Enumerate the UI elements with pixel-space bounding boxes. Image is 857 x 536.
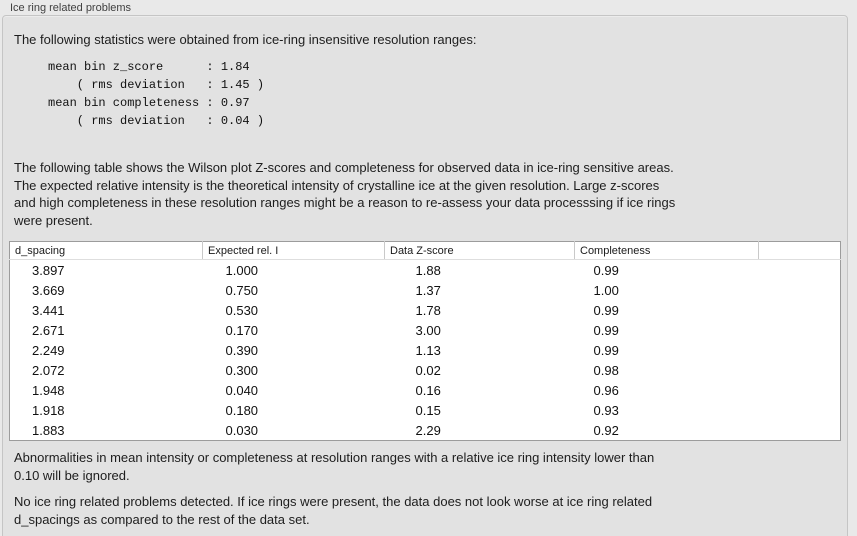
stat-completeness-rms: ( rms deviation : 0.04 ) bbox=[48, 114, 265, 128]
table-cell: 2.29 bbox=[415, 422, 441, 438]
table-row[interactable]: 3.897 1.000 1.88 0.99 bbox=[10, 260, 841, 281]
conclusion-line: d_spacings as compared to the rest of th… bbox=[14, 511, 310, 527]
table-cell: 1.78 bbox=[415, 302, 441, 318]
table-cell: 0.530 bbox=[225, 302, 259, 318]
table-cell: 2.072 bbox=[32, 362, 65, 378]
table-row[interactable]: 1.948 0.040 0.16 0.96 bbox=[10, 380, 841, 400]
ice-ring-table: d_spacing Expected rel. I Data Z-score C… bbox=[9, 241, 841, 441]
table-cell-empty bbox=[759, 360, 841, 380]
table-cell: 0.180 bbox=[225, 402, 259, 418]
table-cell: 3.897 bbox=[32, 262, 65, 278]
table-cell: 0.15 bbox=[415, 402, 441, 418]
table-cell: 1.918 bbox=[32, 402, 65, 418]
ice-ring-table-body: 3.897 1.000 1.88 0.99 3.669 0.750 1.37 1.00 3.44… bbox=[10, 260, 841, 441]
table-cell: 0.99 bbox=[593, 342, 619, 358]
table-cell: 0.030 bbox=[225, 422, 259, 438]
stats-block: mean bin z_score : 1.84 ( rms deviation … bbox=[48, 58, 264, 130]
table-cell: 1.948 bbox=[32, 382, 65, 398]
table-cell: 0.16 bbox=[415, 382, 441, 398]
table-cell: 0.750 bbox=[225, 282, 259, 298]
table-cell: 0.390 bbox=[225, 342, 259, 358]
table-cell: 0.99 bbox=[593, 302, 619, 318]
table-cell: 3.441 bbox=[32, 302, 65, 318]
description-line: The following table shows the Wilson plo… bbox=[14, 160, 674, 175]
table-cell: 0.93 bbox=[593, 402, 619, 418]
table-cell-empty bbox=[759, 340, 841, 360]
table-cell-empty bbox=[759, 380, 841, 400]
ice-ring-panel: The following statistics were obtained f… bbox=[2, 15, 848, 536]
table-cell: 1.13 bbox=[415, 342, 441, 358]
ice-ring-table-header: d_spacing Expected rel. I Data Z-score C… bbox=[9, 241, 841, 260]
threshold-note: Abnormalities in mean intensity or compl… bbox=[14, 449, 654, 484]
description-line: were present. bbox=[14, 212, 93, 228]
description-line: and high completeness in these resolutio… bbox=[14, 195, 676, 210]
table-cell: 0.96 bbox=[593, 382, 619, 398]
stat-z-score-rms: ( rms deviation : 1.45 ) bbox=[48, 78, 265, 92]
table-cell: 0.300 bbox=[225, 362, 259, 378]
table-row[interactable]: 2.072 0.300 0.02 0.98 bbox=[10, 360, 841, 380]
column-header-expected-rel-i[interactable]: Expected rel. I bbox=[202, 241, 385, 260]
table-row[interactable]: 1.918 0.180 0.15 0.93 bbox=[10, 400, 841, 420]
table-row[interactable]: 3.441 0.530 1.78 0.99 bbox=[10, 300, 841, 320]
table-cell: 1.883 bbox=[32, 422, 65, 438]
table-description: The following table shows the Wilson plo… bbox=[14, 159, 675, 229]
table-row[interactable]: 2.671 0.170 3.00 0.99 bbox=[10, 320, 841, 340]
column-header-d-spacing[interactable]: d_spacing bbox=[9, 241, 203, 260]
table-cell-empty bbox=[759, 420, 841, 441]
table-cell-empty bbox=[759, 280, 841, 300]
table-cell: 3.00 bbox=[415, 322, 441, 338]
table-cell: 0.040 bbox=[225, 382, 259, 398]
panel-title: Ice ring related problems bbox=[10, 2, 132, 14]
column-header-completeness[interactable]: Completeness bbox=[574, 241, 759, 260]
stat-mean-bin-completeness: mean bin completeness : 0.97 bbox=[48, 96, 250, 110]
description-line: The expected relative intensity is the t… bbox=[14, 177, 660, 193]
column-header-data-z-score[interactable]: Data Z-score bbox=[384, 241, 575, 260]
table-cell: 1.000 bbox=[225, 262, 259, 278]
table-cell: 1.37 bbox=[415, 282, 441, 298]
table-cell-empty bbox=[759, 320, 841, 340]
intro-line: The following statistics were obtained f… bbox=[14, 32, 477, 47]
stat-mean-bin-z-score: mean bin z_score : 1.84 bbox=[48, 60, 250, 74]
table-cell: 1.88 bbox=[415, 262, 441, 278]
intro-text: The following statistics were obtained f… bbox=[14, 31, 476, 49]
table-cell: 2.249 bbox=[32, 342, 65, 358]
table-row[interactable]: 1.883 0.030 2.29 0.92 bbox=[10, 420, 841, 441]
table-row[interactable]: 2.249 0.390 1.13 0.99 bbox=[10, 340, 841, 360]
threshold-note-line: 0.10 will be ignored. bbox=[14, 467, 130, 483]
table-cell: 0.92 bbox=[593, 422, 619, 438]
table-cell: 3.669 bbox=[32, 282, 65, 298]
table-cell: 0.99 bbox=[593, 262, 619, 278]
table-cell: 0.98 bbox=[593, 362, 619, 378]
conclusion-line: No ice ring related problems detected. I… bbox=[14, 494, 653, 509]
table-cell: 1.00 bbox=[593, 282, 619, 298]
table-cell: 2.671 bbox=[32, 322, 65, 338]
threshold-note-line: Abnormalities in mean intensity or compl… bbox=[14, 450, 655, 465]
table-cell-empty bbox=[759, 400, 841, 420]
column-header-empty[interactable] bbox=[758, 241, 841, 260]
conclusion-text: No ice ring related problems detected. I… bbox=[14, 493, 652, 528]
table-cell: 0.170 bbox=[225, 322, 259, 338]
table-row[interactable]: 3.669 0.750 1.37 1.00 bbox=[10, 280, 841, 300]
table-cell-empty bbox=[759, 300, 841, 320]
table-cell: 0.02 bbox=[415, 362, 441, 378]
table-cell: 0.99 bbox=[593, 322, 619, 338]
table-cell-empty bbox=[759, 260, 841, 281]
